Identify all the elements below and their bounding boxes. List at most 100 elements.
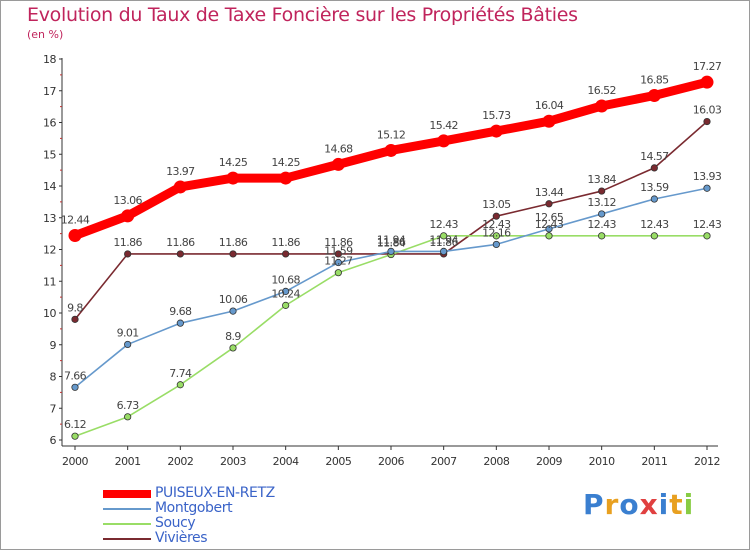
- x-tick-label: 2001: [115, 455, 141, 468]
- legend-label: Soucy: [155, 515, 196, 531]
- data-point: [384, 143, 398, 157]
- legend-label: Vivières: [155, 530, 208, 546]
- data-label: 13.93: [693, 170, 722, 183]
- data-label: 12.43: [482, 218, 511, 231]
- data-point: [176, 319, 184, 327]
- data-label: 9.01: [117, 326, 139, 339]
- data-point: [71, 432, 79, 440]
- y-tick-label: 7: [50, 402, 57, 415]
- data-point: [282, 250, 290, 258]
- data-point: [124, 250, 132, 258]
- data-point: [650, 164, 658, 172]
- data-label: 17.27: [693, 60, 722, 73]
- data-point: [598, 232, 606, 240]
- data-point: [440, 247, 448, 256]
- data-point: [703, 184, 711, 192]
- data-label: 14.25: [219, 156, 248, 169]
- data-point: [545, 225, 553, 233]
- logo-letter: P: [583, 488, 605, 521]
- x-tick-label: 2012: [694, 455, 720, 468]
- data-point: [176, 250, 184, 258]
- y-tick-label: 17: [43, 85, 56, 98]
- data-label: 11.86: [113, 236, 142, 249]
- data-label: 15.12: [377, 128, 406, 141]
- y-tick-label: 12: [43, 244, 56, 257]
- data-point: [176, 381, 184, 389]
- data-label: 11.86: [324, 236, 353, 249]
- data-point: [492, 212, 500, 220]
- logo-letter: o: [619, 488, 640, 521]
- x-tick-label: 2005: [325, 455, 351, 468]
- data-label: 15.73: [482, 109, 511, 122]
- data-label: 16.03: [693, 104, 722, 117]
- data-point: [703, 232, 711, 240]
- data-label: 13.44: [535, 186, 564, 199]
- data-labels-layer: 9.8 11.86 11.86 11.86 11.86 11.86 11.86 11.86 13…: [61, 60, 723, 431]
- legend-item: Montgobert: [103, 501, 275, 516]
- data-point: [229, 250, 237, 258]
- data-point: [334, 269, 342, 277]
- data-point: [334, 250, 342, 258]
- data-label: 12.43: [693, 218, 722, 231]
- data-label: 11.59: [324, 245, 353, 258]
- legend-label: PUISEUX-EN-RETZ: [155, 485, 275, 501]
- y-tick-label: 11: [43, 275, 56, 288]
- data-label: 10.06: [219, 293, 248, 306]
- data-label: 8.9: [225, 330, 241, 343]
- chart-subtitle: (en %): [27, 28, 64, 41]
- data-label: 11.86: [219, 236, 248, 249]
- data-point: [68, 229, 82, 243]
- data-label: 7.66: [64, 369, 87, 382]
- data-point: [229, 307, 237, 315]
- data-label: 6.73: [117, 399, 140, 412]
- x-tick-label: 2004: [273, 455, 299, 468]
- data-point: [542, 114, 556, 128]
- data-point: [489, 124, 503, 138]
- series-layer: [68, 75, 714, 440]
- x-tick-label: 2007: [431, 455, 457, 468]
- data-label: 12.16: [482, 226, 511, 239]
- data-label: 12.44: [61, 214, 90, 227]
- legend-swatch: [103, 507, 151, 510]
- x-tick-label: 2000: [62, 455, 88, 468]
- data-label: 11.94: [429, 233, 458, 246]
- series-line-2: [74, 235, 708, 437]
- data-point: [282, 287, 290, 296]
- data-label: 16.04: [535, 99, 564, 112]
- data-point: [700, 75, 714, 89]
- data-point: [121, 209, 135, 223]
- data-label: 13.12: [587, 196, 616, 209]
- data-label: 11.86: [429, 236, 458, 249]
- y-tick-label: 14: [43, 180, 56, 193]
- data-point: [598, 210, 606, 218]
- data-label: 11.84: [377, 237, 406, 250]
- legend-swatch: [103, 522, 151, 525]
- x-tick-label: 2006: [378, 455, 404, 468]
- data-label: 9.68: [169, 305, 192, 318]
- data-point: [124, 413, 132, 421]
- data-point: [545, 232, 553, 240]
- y-tick-label: 6: [50, 434, 57, 447]
- data-label: 9.8: [67, 301, 83, 314]
- data-label: 12.43: [429, 218, 458, 231]
- data-label: 14.68: [324, 142, 353, 155]
- y-tick-label: 8: [50, 371, 57, 384]
- y-tick-label: 18: [43, 53, 56, 66]
- y-tick-label: 16: [43, 117, 56, 130]
- series-line-0: [70, 77, 712, 241]
- data-point: [650, 232, 658, 240]
- data-point: [71, 383, 79, 391]
- data-label: 10.68: [271, 273, 300, 286]
- data-point: [334, 258, 342, 267]
- data-point: [124, 340, 132, 349]
- data-point: [440, 232, 448, 240]
- data-label: 16.85: [640, 74, 669, 87]
- data-label: 15.42: [429, 119, 458, 132]
- data-point: [173, 180, 187, 194]
- data-point: [437, 134, 451, 148]
- data-label: 11.86: [271, 236, 300, 249]
- legend-swatch: [103, 537, 151, 540]
- logo-letter: x: [639, 488, 659, 521]
- data-label: 13.84: [587, 173, 616, 186]
